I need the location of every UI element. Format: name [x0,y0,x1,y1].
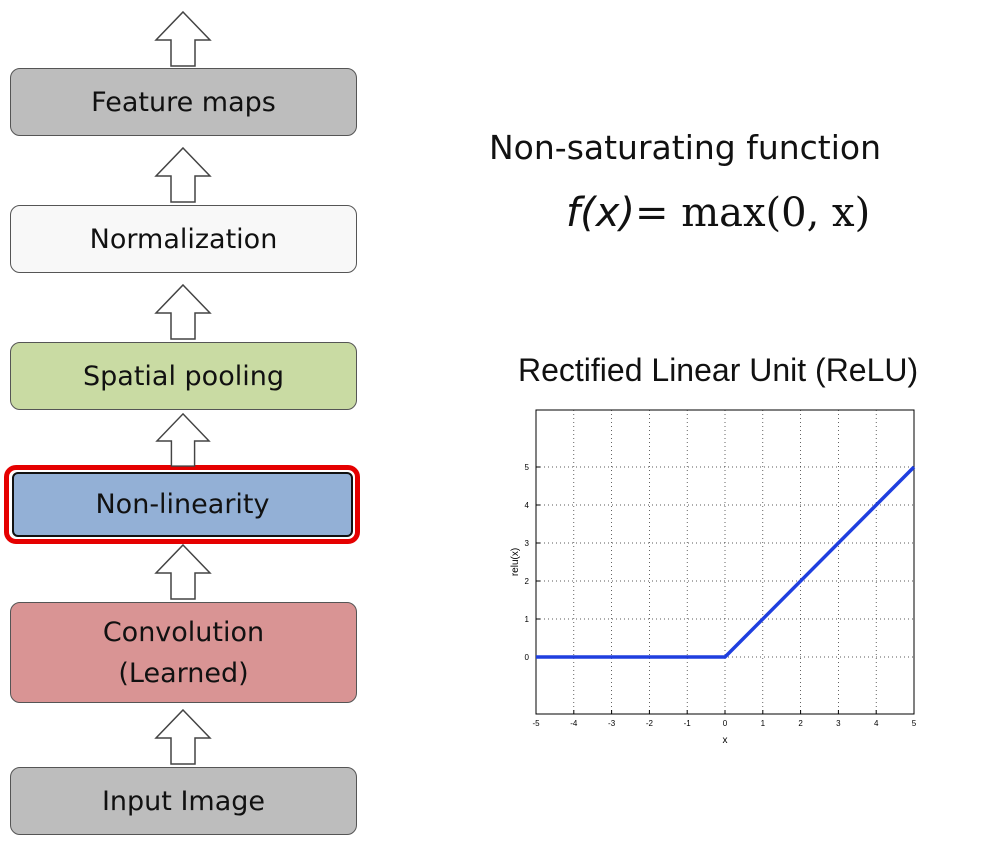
formula-rhs: = max(0, x) [634,190,871,236]
up-arrow-icon [154,146,212,203]
up-arrow-icon [155,412,211,467]
relu-series-line [536,465,916,659]
x-tick-label: -5 [532,719,540,728]
y-tick-label: 0 [525,653,530,662]
stage-spatial-pooling: Spatial pooling [10,342,357,410]
stage-input-image: Input Image [10,767,357,835]
stage-non-linearity: Non-linearity [12,472,353,537]
x-tick-label: -3 [608,719,616,728]
x-tick-label: 4 [874,719,879,728]
x-axis-label: x [723,735,728,746]
x-tick-label: 5 [912,719,917,728]
up-arrow-icon [154,543,212,600]
y-tick-label: 3 [525,539,530,548]
formula-lhs: f(x) [566,190,635,236]
stage-label: Input Image [101,785,266,817]
x-tick-label: 0 [723,719,728,728]
stage-feature-maps: Feature maps [10,68,357,136]
stage-label: Non-linearity [95,489,270,520]
highlight-frame [4,465,360,544]
up-arrow-icon [154,283,212,340]
x-tick-label: -4 [570,719,578,728]
x-tick-label: -1 [684,719,692,728]
x-tick-label: 2 [798,719,803,728]
stage-label-line2: (Learned) [118,657,249,689]
stage-convolution: Convolution (Learned) [10,602,357,703]
stage-label: Normalization [89,223,278,255]
relu-chart: -5 -4 -3 -2 -1 0 1 2 3 4 5 0 1 2 3 4 5 x relu(x) [510,409,917,746]
stage-label: Convolution [102,616,265,648]
y-tick-label: 5 [525,463,530,472]
chart-title: Rectified Linear Unit (ReLU) [518,352,919,388]
y-tick-label: 2 [525,577,530,586]
y-axis-label: relu(x) [510,548,521,576]
x-tick-label: 3 [836,719,841,728]
x-tick-label: -2 [646,719,654,728]
up-arrow-icon [154,708,212,765]
stage-label: Feature maps [91,86,276,118]
function-subtitle: Non-saturating function [489,128,882,167]
y-tick-label: 1 [525,615,530,624]
up-arrow-icon [154,10,212,67]
y-tick-label: 4 [525,501,530,510]
stage-normalization: Normalization [10,205,357,273]
stage-label: Spatial pooling [83,360,284,392]
relu-formula: f(x)= max(0, x) [566,190,870,236]
x-tick-label: 1 [761,719,766,728]
